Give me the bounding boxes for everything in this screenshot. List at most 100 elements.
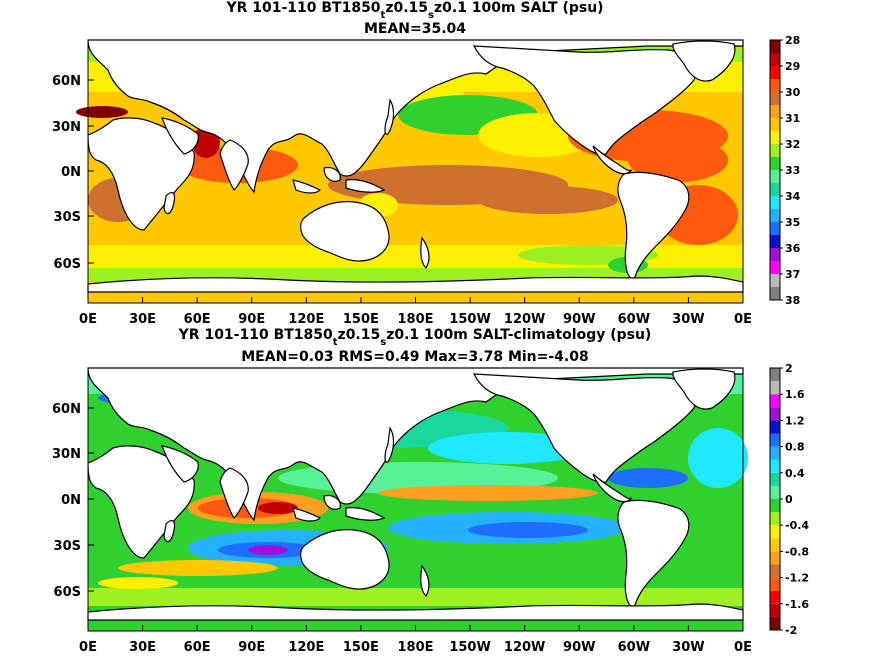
x-tick-label: 120W (504, 640, 545, 655)
x-tick-label: 120W (504, 312, 545, 327)
p2-ytick: 30S (54, 539, 81, 554)
colorbar-label: 0.8 (785, 441, 805, 454)
x-tick-label: 90W (563, 312, 595, 327)
panel2-subtitle: MEAN=0.03 RMS=0.49 Max=3.78 Min=-4.08 (241, 349, 588, 365)
colorbar-swatch (770, 66, 780, 79)
x-tick-label: 90E (238, 312, 265, 327)
map2 (87, 367, 748, 632)
colorbar-swatch (770, 472, 780, 486)
colorbar-label: 1.6 (785, 388, 805, 401)
colorbar-swatch (770, 53, 780, 66)
colorbar-label: -1.6 (785, 598, 809, 611)
colorbar-swatch (770, 144, 780, 157)
colorbar-label: 34 (785, 190, 801, 203)
colorbar-swatch (770, 499, 780, 513)
colorbar-label: 28 (785, 34, 800, 47)
x-tick-label: 0E (79, 640, 97, 655)
colorbar-swatch (770, 590, 780, 604)
colorbar-label: -0.8 (785, 545, 809, 558)
x-tick-label: 120E (288, 312, 324, 327)
colorbar-swatch (770, 381, 780, 395)
colorbar-swatch (770, 368, 780, 382)
colorbar-swatch (770, 616, 780, 630)
x-tick-label: 30E (129, 312, 156, 327)
colorbar-swatch (770, 564, 780, 578)
panel2-y-axis: 60N 30N 0N 30S 60S (52, 402, 94, 600)
x-tick-label: 180E (397, 312, 433, 327)
map1 (76, 39, 744, 304)
colorbar-swatch (770, 209, 780, 222)
panel-salinity: YR 101-110 BT1850tz0.15sz0.1 100m SALT (… (52, 0, 801, 327)
colorbar-swatch (770, 512, 780, 526)
colorbar-swatch (770, 459, 780, 473)
x-tick-label: 60E (184, 640, 211, 655)
colorbar-swatch (770, 603, 780, 617)
colorbar-swatch (770, 525, 780, 539)
colorbar-swatch (770, 183, 780, 196)
colorbar-swatch (770, 433, 780, 447)
colorbar-swatch (770, 485, 780, 499)
panel-salinity-anomaly: YR 101-110 BT1850tz0.15sz0.1 100m SALT-c… (52, 327, 809, 655)
p2-ytick: 30N (52, 447, 81, 462)
colorbar-swatch (770, 222, 780, 235)
colorbar-swatch (770, 131, 780, 144)
colorbar-swatch (770, 274, 780, 287)
colorbar-swatch (770, 577, 780, 591)
x-tick-label: 30E (129, 640, 156, 655)
colorbar-swatch (770, 446, 780, 460)
colorbar-swatch (770, 407, 780, 421)
x-tick-label: 0E (734, 312, 752, 327)
colorbar-swatch (770, 261, 780, 274)
p2-ytick: 60N (52, 402, 81, 417)
x-tick-label: 60W (618, 640, 650, 655)
colorbar-swatch (770, 196, 780, 209)
p1-ytick: 30N (52, 120, 81, 135)
colorbar-label: 30 (785, 86, 801, 99)
colorbar-swatch (770, 79, 780, 92)
x-tick-label: 60E (184, 312, 211, 327)
panel1-x-axis: 0E 30E 60E 90E 120E 150E 180E 150W 120W 90W 60W 30W… (79, 297, 752, 327)
x-tick-label: 150W (449, 312, 490, 327)
x-tick-label: 150E (343, 312, 379, 327)
p2-ytick: 60S (54, 585, 81, 600)
colorbar-label: -2 (785, 624, 797, 637)
colorbar-swatch (770, 92, 780, 105)
colorbar-swatch (770, 235, 780, 248)
x-tick-label: 60W (618, 312, 650, 327)
x-tick-label: 0E (79, 312, 97, 327)
colorbar-label: 37 (785, 268, 800, 281)
colorbar-label: 36 (785, 242, 801, 255)
colorbar-label: 35 (785, 216, 800, 229)
x-tick-label: 150W (449, 640, 490, 655)
x-tick-label: 30W (672, 640, 704, 655)
colorbar-swatch (770, 118, 780, 131)
colorbar-label: 1.2 (785, 414, 805, 427)
x-tick-label: 150E (343, 640, 379, 655)
colorbar-swatch (770, 248, 780, 261)
panel1-subtitle: MEAN=35.04 (364, 21, 466, 37)
panel2-x-axis: 0E 30E 60E 90E 120E 150E 180E 150W 120W 90W 60W 30W… (79, 625, 752, 655)
x-tick-label: 120E (288, 640, 324, 655)
colorbar-label: 31 (785, 112, 800, 125)
colorbar-label: -1.2 (785, 572, 809, 585)
x-tick-label: 180E (397, 640, 433, 655)
panel2-title: YR 101-110 BT1850tz0.15sz0.1 100m SALT-c… (178, 327, 652, 348)
colorbar-label: 0 (785, 493, 793, 506)
p1-ytick: 60N (52, 74, 81, 89)
colorbar-swatch (770, 551, 780, 565)
colorbar-label: 2 (785, 362, 793, 375)
panel1-y-axis: 60N 30N 0N 30S 60S (52, 74, 94, 272)
colorbar-swatch (770, 394, 780, 408)
colorbar-label: 32 (785, 138, 800, 151)
colorbar-label: 38 (785, 294, 800, 307)
x-tick-label: 90E (238, 640, 265, 655)
colorbar-swatch (770, 105, 780, 118)
colorbar-swatch (770, 287, 780, 300)
x-tick-label: 0E (734, 640, 752, 655)
colorbar-swatch (770, 538, 780, 552)
panel2-colorbar: 2 1.6 1.2 0.8 0.4 0 -0.4 -0.8 -1.2 -1.6 -2 (769, 362, 809, 637)
colorbar-label: 29 (785, 60, 800, 73)
colorbar-label: 0.4 (785, 467, 805, 480)
x-tick-label: 30W (672, 312, 704, 327)
